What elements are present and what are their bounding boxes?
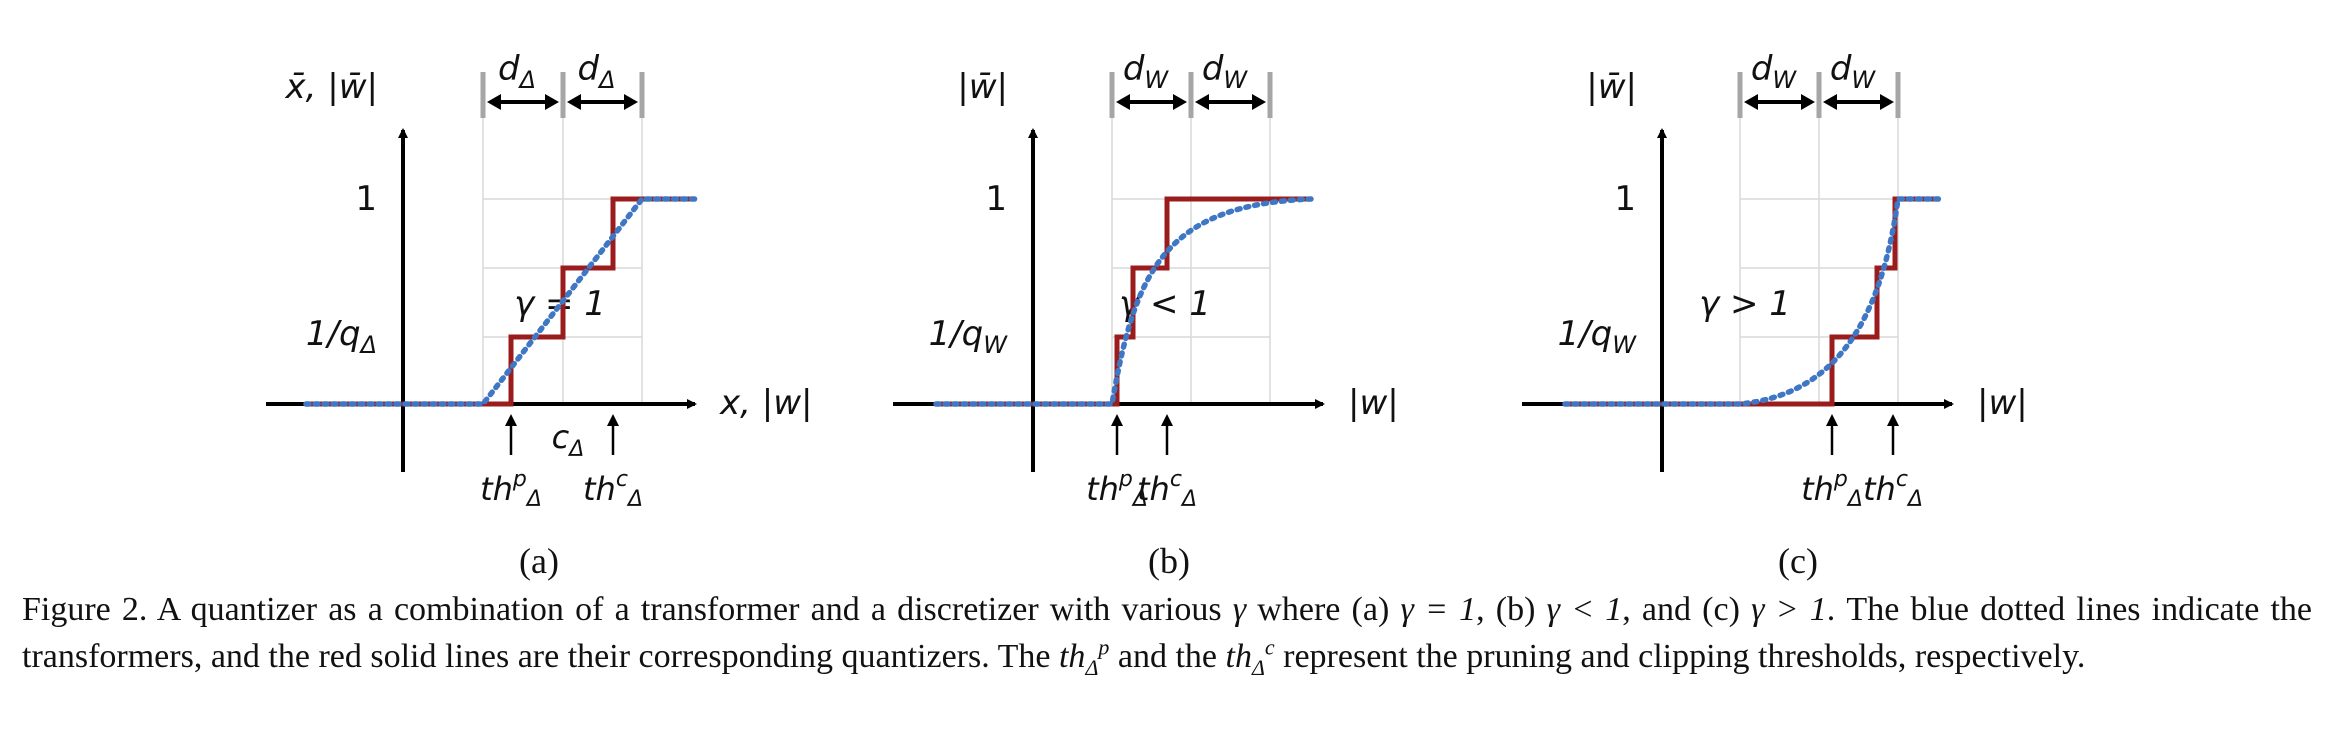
- caption-cond-a: γ = 1: [1400, 591, 1477, 628]
- caption-th-clip: thΔc: [1225, 634, 1275, 680]
- caption-gamma: γ: [1232, 591, 1247, 628]
- tick-label-inv-q: 1/qW: [1558, 314, 1638, 359]
- tick-label-one: 1: [355, 179, 377, 219]
- spacing-label: dW: [1202, 49, 1249, 94]
- x-axis-label: |w|: [1977, 383, 2028, 423]
- spacing-label: dW: [1830, 49, 1877, 94]
- caption-text-6: and the: [1109, 638, 1226, 675]
- caption-cond-b: γ < 1: [1546, 591, 1623, 628]
- tick-label-one: 1: [1614, 179, 1636, 219]
- caption-text-5: . The blue dotted lines indicate the tra…: [22, 591, 2312, 675]
- threshold-prune-label: thpΔ: [1086, 467, 1148, 512]
- transformer-line: [1562, 196, 1943, 407]
- spacing-arrow-head-right: [1880, 94, 1894, 110]
- spacing-arrow-head-left: [1823, 94, 1837, 110]
- transformer-line: [303, 196, 698, 407]
- y-axis-label: |w̄|: [957, 67, 1008, 107]
- spacing-label: dΔ: [577, 49, 615, 94]
- tick-label-inv-q: 1/qW: [929, 314, 1009, 359]
- threshold-clip-arrow-head: [1887, 414, 1899, 426]
- threshold-clip-label: thcΔ: [1863, 467, 1923, 512]
- spacing-label: dW: [1123, 49, 1170, 94]
- panel-letter: (b): [1148, 541, 1190, 581]
- spacing-label: dΔ: [498, 49, 536, 94]
- transformer-line: [933, 196, 1314, 407]
- spacing-arrow-head-right: [1173, 94, 1187, 110]
- center-label: cΔ: [552, 418, 585, 462]
- caption-text-1: Figure 2. A quantizer as a combination o…: [22, 591, 1233, 628]
- spacing-arrow-head-left: [1744, 94, 1758, 110]
- caption-text-2: where (a): [1246, 591, 1401, 628]
- spacing-arrow-head-right: [1801, 94, 1815, 110]
- caption-th-prune: thΔp: [1058, 634, 1110, 680]
- quantizer-line: [306, 196, 695, 407]
- threshold-prune-label: thpΔ: [1801, 467, 1863, 512]
- panel-c: dW dW |w̄| |w| 1 1/qW γ > 1 thpΔ thcΔ (c): [1522, 49, 2028, 581]
- threshold-prune-arrow-head: [1826, 414, 1838, 426]
- threshold-prune-label: thpΔ: [480, 467, 542, 512]
- y-axis-label: x̄, |w̄|: [285, 67, 378, 107]
- threshold-clip-label: thcΔ: [1137, 467, 1197, 512]
- tick-label-inv-q: 1/qΔ: [306, 314, 377, 359]
- panel-letter: (a): [519, 541, 559, 581]
- x-axis-label: |w|: [1348, 383, 1399, 423]
- threshold-clip-arrow-head: [1161, 414, 1173, 426]
- caption-cond-c: γ > 1: [1751, 591, 1827, 628]
- caption-text-4: , and (c): [1622, 591, 1752, 628]
- spacing-arrow-head-right: [545, 94, 559, 110]
- spacing-arrow-head-right: [624, 94, 638, 110]
- tick-label-one: 1: [985, 179, 1007, 219]
- spacing-arrow-head-left: [487, 94, 501, 110]
- caption-text-3: , (b): [1476, 591, 1547, 628]
- threshold-clip-label: thcΔ: [583, 467, 643, 512]
- threshold-prune-arrow-head: [1111, 414, 1123, 426]
- threshold-prune-arrow-head: [505, 414, 517, 426]
- caption-text-7: represent the pruning and clipping thres…: [1274, 638, 2086, 675]
- panel-letter: (c): [1778, 541, 1818, 581]
- spacing-arrow-head-right: [1252, 94, 1266, 110]
- spacing-arrow-head-left: [1116, 94, 1130, 110]
- quantizer-line: [936, 196, 1311, 407]
- spacing-arrow-head-left: [1195, 94, 1209, 110]
- spacing-arrow-head-left: [567, 94, 581, 110]
- gamma-label: γ = 1: [514, 284, 606, 324]
- y-axis-label: |w̄|: [1586, 67, 1637, 107]
- gamma-label: γ > 1: [1699, 284, 1791, 324]
- threshold-clip-arrow-head: [607, 414, 619, 426]
- x-axis-label: x, |w|: [719, 383, 812, 423]
- figure-caption: Figure 2. A quantizer as a combination o…: [22, 586, 2312, 680]
- spacing-label: dW: [1751, 49, 1798, 94]
